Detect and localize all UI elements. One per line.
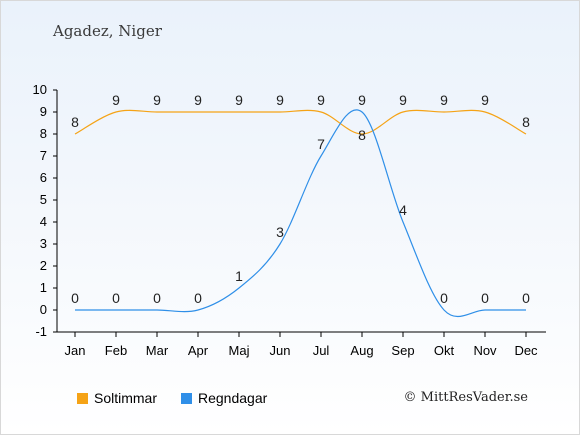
data-label-regndagar-0: 0 <box>71 290 79 306</box>
series-line-soltimmar <box>74 109 527 135</box>
y-tick-label-9: 8 <box>40 126 47 141</box>
data-label-regndagar-7: 9 <box>358 92 366 108</box>
data-label-soltimmar-10: 9 <box>481 92 489 108</box>
y-tick-label-5: 4 <box>40 214 47 229</box>
x-tick-label-5: Jun <box>270 343 291 358</box>
x-tick-label-7: Aug <box>350 343 373 358</box>
data-label-regndagar-6: 7 <box>317 136 325 152</box>
x-tick-label-6: Jul <box>313 343 330 358</box>
data-label-regndagar-5: 3 <box>276 224 284 240</box>
chart-title: Agadez, Niger <box>53 22 162 40</box>
series-line-regndagar <box>75 109 526 318</box>
legend-label-regndagar: Regndagar <box>198 390 268 406</box>
legend-swatch-regndagar <box>181 392 192 404</box>
data-label-soltimmar-11: 8 <box>522 114 530 130</box>
x-tick-label-1: Feb <box>105 343 127 358</box>
x-tick-label-3: Apr <box>188 343 209 358</box>
data-label-soltimmar-0: 8 <box>71 114 79 130</box>
data-label-regndagar-10: 0 <box>481 290 489 306</box>
legend-label-soltimmar: Soltimmar <box>94 390 158 406</box>
credit-text: © MittResVader.se <box>403 390 528 405</box>
data-label-soltimmar-6: 9 <box>317 92 325 108</box>
y-tick-label-1: 0 <box>40 302 47 317</box>
data-label-regndagar-11: 0 <box>522 290 530 306</box>
data-label-soltimmar-7: 8 <box>358 127 366 143</box>
y-tick-label-0: -1 <box>35 324 47 339</box>
data-label-soltimmar-5: 9 <box>276 92 284 108</box>
data-label-soltimmar-9: 9 <box>440 92 448 108</box>
data-label-soltimmar-2: 9 <box>153 92 161 108</box>
x-tick-label-0: Jan <box>65 343 86 358</box>
data-label-regndagar-9: 0 <box>440 290 448 306</box>
y-tick-label-2: 1 <box>40 280 47 295</box>
y-tick-label-10: 9 <box>40 104 47 119</box>
x-tick-label-9: Okt <box>434 343 455 358</box>
x-tick-label-2: Mar <box>146 343 169 358</box>
y-tick-label-4: 3 <box>40 236 47 251</box>
data-label-regndagar-1: 0 <box>112 290 120 306</box>
data-label-soltimmar-1: 9 <box>112 92 120 108</box>
legend-item-soltimmar: Soltimmar <box>77 390 157 406</box>
x-tick-label-4: Maj <box>229 343 250 358</box>
legend-swatch-soltimmar <box>77 392 88 404</box>
data-label-soltimmar-4: 9 <box>235 92 243 108</box>
y-tick-label-7: 6 <box>40 170 47 185</box>
x-tick-label-10: Nov <box>473 343 497 358</box>
x-tick-label-8: Sep <box>391 343 414 358</box>
y-tick-label-11: 10 <box>33 82 47 97</box>
data-label-regndagar-3: 0 <box>194 290 202 306</box>
y-tick-label-3: 2 <box>40 258 47 273</box>
y-tick-label-6: 5 <box>40 192 47 207</box>
data-label-soltimmar-3: 9 <box>194 92 202 108</box>
legend-item-regndagar: Regndagar <box>181 390 267 406</box>
data-label-soltimmar-8: 9 <box>399 92 407 108</box>
data-label-regndagar-2: 0 <box>153 290 161 306</box>
x-tick-label-11: Dec <box>514 343 538 358</box>
data-label-regndagar-4: 1 <box>235 268 243 284</box>
y-tick-label-8: 7 <box>40 148 47 163</box>
data-label-regndagar-8: 4 <box>399 202 407 218</box>
